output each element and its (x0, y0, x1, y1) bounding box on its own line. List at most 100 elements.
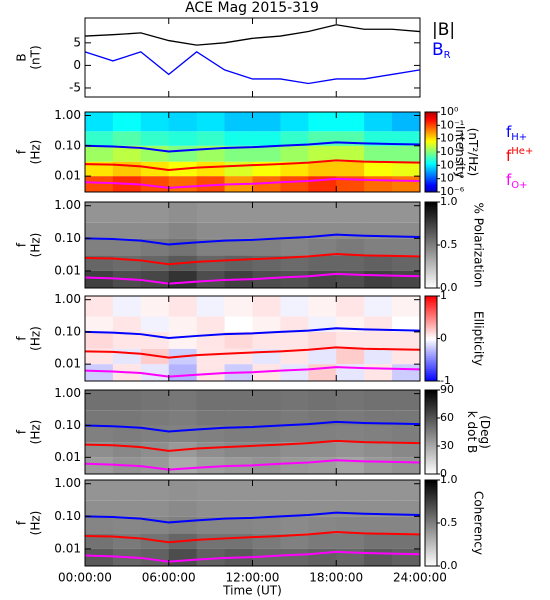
y-axis-label: (Hz) (29, 233, 43, 258)
heatmap-cell (280, 202, 309, 223)
colorbar-step (425, 434, 437, 437)
colorbar-step (425, 482, 437, 485)
legend-label: fHe+ (506, 146, 533, 165)
colorbar-step (425, 361, 437, 365)
colorbar-step (425, 413, 437, 416)
colorbar-step (425, 503, 437, 507)
heatmap-cell (280, 548, 309, 566)
heatmap-cell (224, 500, 253, 517)
colorbar-step (425, 394, 437, 397)
colorbar-step (425, 270, 437, 274)
colorbar-tick-label: 0.5 (440, 238, 458, 251)
y-tick-label: 1.00 (54, 108, 81, 122)
colorbar-step (425, 225, 437, 229)
colorbar-step (425, 425, 437, 429)
heatmap-cell (224, 331, 253, 349)
colorbar-step (425, 174, 437, 177)
heatmap-cell (196, 112, 226, 132)
heatmap-cell (140, 316, 170, 332)
heatmap-cell (280, 516, 309, 534)
colorbar-step (425, 262, 437, 265)
colorbar-step (425, 471, 437, 475)
heatmap-cell (308, 161, 337, 177)
colorbar-step (425, 283, 437, 287)
colorbar-step (425, 520, 437, 524)
heatmap-cell (224, 296, 253, 317)
colorbar-step (425, 355, 437, 359)
data-line (84, 24, 421, 46)
colorbar-step (425, 544, 437, 548)
colorbar-step (425, 347, 437, 350)
heatmap-cell (364, 425, 393, 443)
heatmap-cell (308, 296, 337, 317)
heatmap-cell (168, 364, 198, 381)
colorbar-step (425, 229, 437, 233)
y-tick-label: 0.01 (54, 357, 81, 371)
heatmap-cell (336, 112, 365, 132)
heatmap-cell (196, 161, 226, 177)
heatmap-cell (280, 176, 309, 192)
heatmap-cell (280, 222, 309, 239)
colorbar-step (425, 453, 437, 456)
gyro-line (84, 439, 421, 452)
colorbar-step (425, 170, 437, 173)
colorbar-step (425, 436, 437, 439)
colorbar-step (425, 492, 437, 496)
heatmap-cell (196, 202, 226, 223)
colorbar-step (425, 559, 437, 563)
heatmap-cell (168, 145, 198, 162)
heatmap-cell (112, 296, 142, 317)
heatmap-cell (168, 112, 198, 132)
colorbar-step (425, 232, 437, 235)
colorbar-label: (nT²/Hz) (466, 128, 480, 176)
heatmap-cell (364, 202, 393, 223)
heatmap-cell (168, 516, 198, 534)
colorbar-label: Coherency (472, 491, 486, 555)
colorbar-step (425, 154, 437, 157)
colorbar-step (425, 142, 437, 145)
heatmap-cell (196, 222, 226, 239)
heatmap-cell (392, 548, 421, 566)
colorbar-step (425, 467, 437, 471)
colorbar-step (425, 490, 437, 494)
colorbar-step (425, 150, 437, 153)
colorbar-step (425, 300, 437, 303)
heatmap-cell (85, 145, 114, 162)
heatmap-cell (224, 222, 253, 239)
colorbar-step (425, 313, 437, 316)
heatmap-cell (85, 112, 114, 132)
heatmap-cell (252, 480, 281, 501)
colorbar-step (425, 234, 437, 237)
y-tick-label: 0.01 (54, 169, 81, 183)
colorbar-step (425, 336, 437, 339)
colorbar-step (425, 463, 437, 467)
colorbar-step (425, 247, 437, 250)
heatmap-cell (112, 425, 142, 443)
heatmap-cell (336, 238, 365, 256)
heatmap-cell (336, 480, 365, 501)
heatmap-cell (168, 480, 198, 501)
colorbar-step (425, 325, 437, 329)
x-tick-label: 06:00:00 (142, 571, 196, 585)
colorbar-step (425, 450, 437, 454)
colorbar-step (425, 390, 437, 393)
gyro-line (84, 511, 421, 524)
colorbar-step (425, 376, 437, 380)
heatmap-cell (168, 270, 198, 288)
y-axis-label: f (15, 336, 29, 341)
colorbar-step (425, 304, 437, 308)
colorbar-step (425, 122, 437, 125)
colorbar-step (425, 366, 437, 369)
heatmap-cell (85, 500, 114, 517)
heatmap-cell (392, 255, 421, 271)
heatmap-cell (252, 131, 281, 146)
heatmap-cell (85, 425, 114, 443)
heatmap-cell (364, 316, 393, 332)
colorbar-tick-label: 1.0 (440, 473, 458, 486)
heatmap-cell (224, 480, 253, 501)
heatmap-cell (280, 480, 309, 501)
y-tick-label: 1.00 (54, 292, 81, 306)
heatmap-cell (364, 364, 393, 381)
colorbar-step (425, 172, 437, 175)
heatmap-cell (280, 457, 309, 474)
